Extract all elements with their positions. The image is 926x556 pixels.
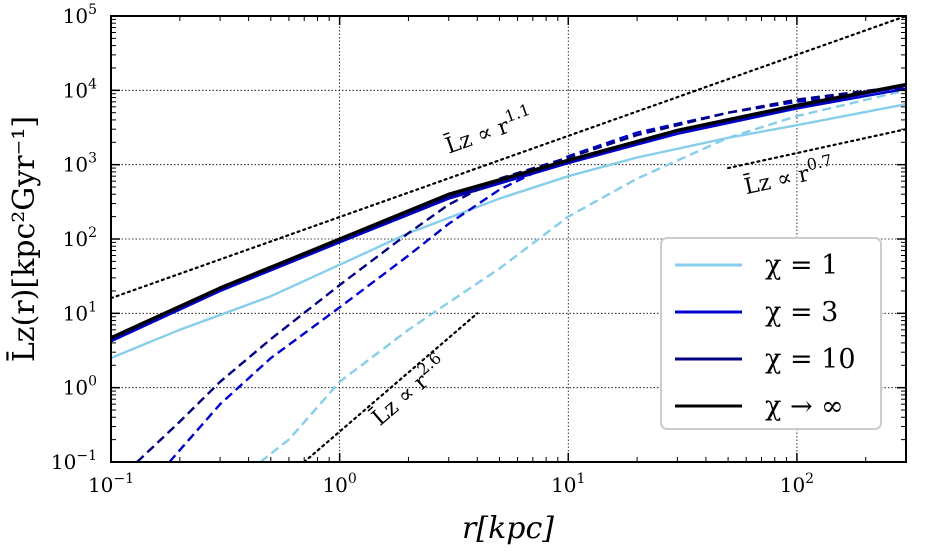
y-tick-base: 10	[63, 301, 88, 325]
reference-line-label: L̄z ∝ r2.6	[364, 348, 453, 431]
reference-label-exponent: 0.7	[805, 150, 834, 174]
series-line	[111, 87, 906, 343]
series-line	[168, 86, 906, 462]
legend-label: χ → ∞	[765, 391, 844, 422]
tick-layer	[110, 15, 907, 463]
y-tick-exponent: 5	[88, 2, 97, 18]
y-axis-label-text: L̄z(r)[kpc²Gyr⁻¹]	[6, 116, 42, 362]
x-tick-label: 10−1	[88, 471, 134, 497]
y-axis-label: L̄z(r)[kpc²Gyr⁻¹]	[6, 116, 42, 362]
x-tick-label: 101	[551, 471, 585, 497]
reference-label-base: L̄z ∝ r	[442, 112, 513, 160]
x-tick-exponent: 2	[805, 471, 814, 487]
x-tick-exponent: −1	[113, 471, 134, 487]
y-tick-base: 10	[63, 153, 88, 177]
y-tick-label: 103	[63, 151, 97, 177]
series-line	[259, 89, 906, 462]
x-tick-base: 10	[780, 473, 805, 497]
y-tick-base: 10	[63, 78, 88, 102]
x-tick-base: 10	[322, 473, 347, 497]
y-tick-label: 102	[63, 225, 97, 251]
y-tick-exponent: −1	[76, 448, 97, 464]
y-tick-label: 101	[63, 299, 97, 325]
y-tick-label: 10−1	[51, 448, 97, 474]
x-tick-exponent: 1	[577, 471, 586, 487]
legend: χ = 1 χ = 3 χ = 10 χ → ∞	[660, 237, 882, 430]
y-tick-exponent: 2	[88, 225, 97, 241]
x-tick-base: 10	[88, 473, 113, 497]
legend-label: χ = 1	[765, 250, 838, 281]
y-tick-exponent: 3	[88, 151, 97, 167]
x-tick-base: 10	[551, 473, 576, 497]
legend-label: χ = 10	[765, 344, 856, 375]
y-tick-base: 10	[63, 227, 88, 251]
series-line	[136, 84, 906, 462]
reference-label-base: L̄z ∝ r	[742, 160, 812, 200]
y-tick-exponent: 4	[88, 76, 97, 92]
x-tick-label: 102	[780, 471, 814, 497]
y-tick-base: 10	[51, 450, 76, 474]
y-tick-exponent: 1	[88, 299, 97, 315]
y-tick-label: 104	[63, 76, 97, 102]
series-layer	[111, 82, 906, 462]
x-axis-label: r[kpc]	[462, 511, 554, 546]
legend-label: χ = 3	[765, 297, 838, 328]
reference-line-label: L̄z ∝ r1.1	[440, 100, 536, 160]
x-tick-exponent: 0	[348, 471, 357, 487]
y-tick-exponent: 0	[88, 374, 97, 390]
legend-box	[660, 237, 882, 430]
y-tick-base: 10	[63, 376, 88, 400]
y-tick-label: 105	[63, 2, 97, 28]
reference-lines	[111, 16, 906, 462]
reference-line-slope-0.7	[726, 128, 906, 170]
reference-line-label: L̄z ∝ r0.7	[741, 150, 837, 200]
reference-line-slope-1.1	[111, 16, 906, 300]
y-tick-label: 100	[63, 374, 97, 400]
x-tick-label: 100	[322, 471, 356, 497]
reference-line-slope-2.6	[303, 312, 479, 462]
series-line	[111, 82, 906, 340]
y-tick-base: 10	[63, 4, 88, 28]
reference-label-exponent: 1.1	[502, 100, 532, 126]
x-axis-label-text: r[kpc]	[462, 511, 554, 546]
